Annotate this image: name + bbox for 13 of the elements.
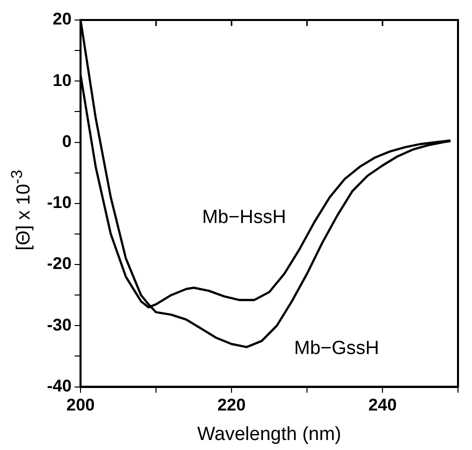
y-tick-label: -20 [46,254,72,274]
y-tick-label: -10 [46,193,72,212]
y-tick-label: -40 [46,376,72,396]
y-tick-label: 20 [52,10,72,29]
series-label: Mb−HssH [202,206,286,229]
x-axis-title: Wavelength (nm) [197,424,342,445]
series-label: Mb−GssH [294,338,380,360]
x-tick-label: 220 [217,396,246,415]
x-tick-label: 200 [66,396,95,415]
y-tick-label: 10 [52,70,72,90]
x-tick-label: 240 [368,396,397,415]
y-tick-label: 0 [62,132,72,151]
y-tick-label: -30 [46,315,72,334]
